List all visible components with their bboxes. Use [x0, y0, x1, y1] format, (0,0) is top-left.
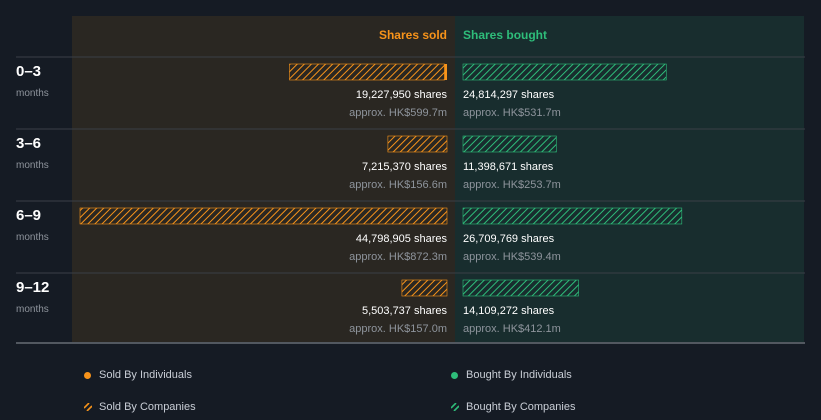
sold-companies-bar [401, 279, 448, 297]
sold-individuals-dot-icon [84, 371, 91, 379]
bought-value-label: approx. HK$539.4m [463, 251, 561, 263]
sold-shares-label: 19,227,950 shares [356, 89, 448, 101]
bought-shares-label: 14,109,272 shares [463, 305, 555, 317]
bought-value-label: approx. HK$412.1m [463, 323, 561, 335]
bought-header: Shares bought [463, 28, 547, 42]
legend-sold-individuals-label: Sold By Individuals [99, 369, 192, 381]
sold-individuals-bar [444, 64, 447, 80]
bought-value-label: approx. HK$531.7m [463, 107, 561, 119]
bought-shares-label: 24,814,297 shares [463, 89, 555, 101]
period-sublabel: months [16, 304, 49, 315]
bought-companies-bar [462, 135, 557, 153]
sold-shares-label: 5,503,737 shares [362, 305, 448, 317]
legend-bought-companies-label: Bought By Companies [466, 401, 576, 413]
bought-companies-hatch-icon [451, 403, 459, 411]
period-sublabel: months [16, 160, 49, 171]
period-label: 6–9 [16, 207, 41, 224]
sold-header: Shares sold [379, 28, 447, 42]
legend-sold-individuals: Sold By Individuals [84, 369, 192, 381]
period-sublabel: months [16, 232, 49, 243]
legend-sold-companies-label: Sold By Companies [99, 401, 196, 413]
sold-value-label: approx. HK$156.6m [349, 179, 447, 191]
bought-companies-bar [462, 63, 667, 81]
sold-shares-label: 44,798,905 shares [356, 233, 448, 245]
bought-shares-label: 26,709,769 shares [463, 233, 555, 245]
sold-value-label: approx. HK$872.3m [349, 251, 447, 263]
bought-value-label: approx. HK$253.7m [463, 179, 561, 191]
period-label: 3–6 [16, 135, 41, 152]
sold-value-label: approx. HK$157.0m [349, 323, 447, 335]
legend-bought-companies: Bought By Companies [451, 401, 575, 413]
legend-bought-individuals-label: Bought By Individuals [466, 369, 572, 381]
period-label: 0–3 [16, 63, 41, 80]
sold-value-label: approx. HK$599.7m [349, 107, 447, 119]
bought-companies-bar [462, 279, 579, 297]
legend-bought-individuals: Bought By Individuals [451, 369, 572, 381]
bought-companies-bar [462, 207, 683, 225]
sold-companies-bar [79, 207, 448, 225]
sold-shares-label: 7,215,370 shares [362, 161, 448, 173]
sold-companies-bar [289, 63, 445, 81]
bought-individuals-dot-icon [451, 371, 458, 379]
bought-shares-label: 11,398,671 shares [463, 161, 554, 173]
sold-companies-bar [387, 135, 448, 153]
period-sublabel: months [16, 88, 49, 99]
legend-sold-companies: Sold By Companies [84, 401, 196, 413]
period-label: 9–12 [16, 279, 49, 296]
sold-companies-hatch-icon [84, 403, 92, 411]
